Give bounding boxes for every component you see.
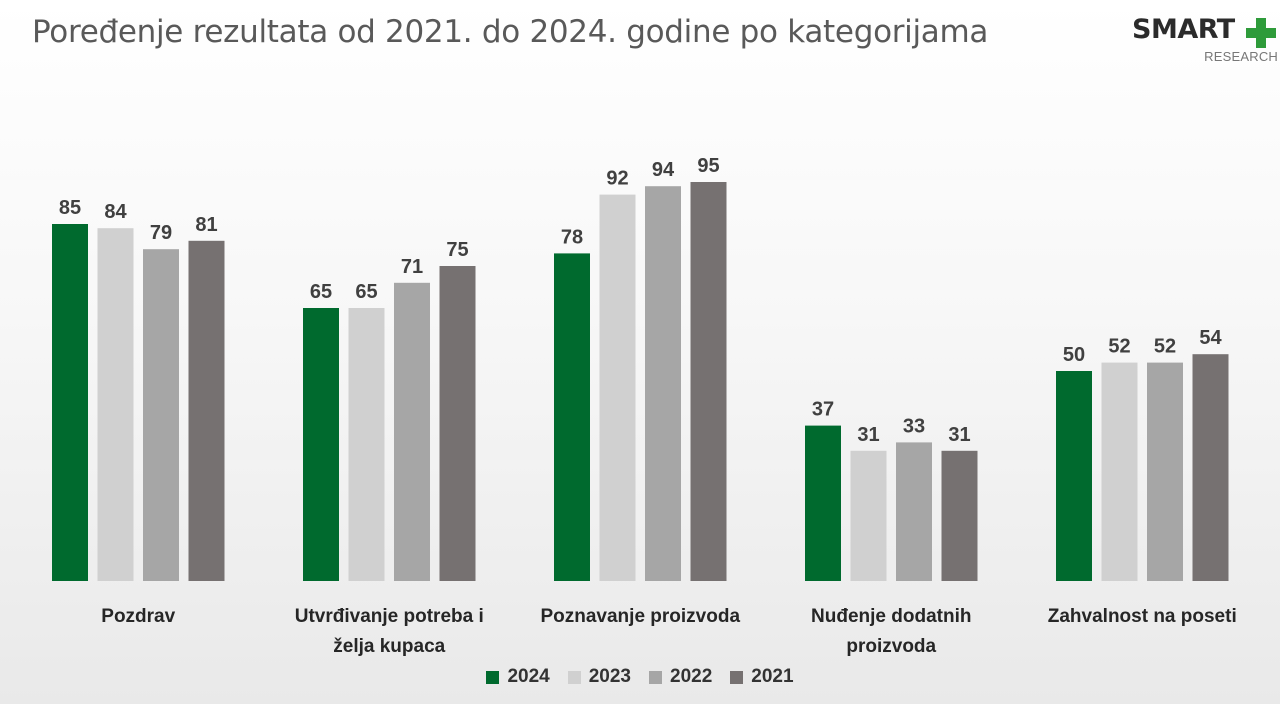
- bar-2021-4: [1192, 354, 1229, 581]
- data-label-2024-0: 85: [59, 197, 81, 219]
- bar-2022-1: [394, 282, 430, 581]
- data-label-2022-1: 71: [401, 256, 423, 278]
- data-label-2022-0: 79: [150, 222, 172, 244]
- bar-2023-4: [1101, 362, 1138, 581]
- bar-2021-3: [941, 450, 978, 581]
- bar-2024-0: [52, 224, 88, 581]
- legend-item-2021: 2021: [730, 666, 794, 688]
- bar-2021-1: [439, 266, 476, 581]
- plus-icon: [1246, 18, 1276, 48]
- chart-legend: 2024 2023 2022 2021: [0, 666, 1280, 688]
- data-label-2022-3: 33: [903, 415, 925, 437]
- bar-2022-3: [896, 442, 932, 581]
- legend-item-2024: 2024: [486, 666, 550, 688]
- bar-2024-1: [303, 308, 339, 581]
- data-label-2021-2: 95: [697, 155, 719, 177]
- data-label-2024-4: 50: [1063, 344, 1085, 366]
- bar-2022-0: [143, 249, 179, 581]
- legend-label-2024: 2024: [507, 666, 550, 687]
- data-label-2023-3: 31: [857, 424, 879, 446]
- legend-label-2021: 2021: [751, 666, 794, 687]
- bar-2024-3: [805, 425, 841, 581]
- bar-2022-4: [1147, 362, 1183, 581]
- legend-swatch-2021: [730, 670, 744, 684]
- bar-2021-0: [188, 240, 225, 582]
- data-label-2023-1: 65: [355, 281, 377, 303]
- bar-2024-4: [1056, 371, 1092, 581]
- logo-subtitle: RESEARCH: [1204, 49, 1278, 64]
- data-label-2023-0: 84: [104, 201, 127, 223]
- data-label-2024-1: 65: [310, 281, 332, 303]
- category-label-4-0: Zahvalnost na poseti: [1048, 606, 1237, 627]
- legend-label-2023: 2023: [588, 666, 631, 687]
- legend-label-2022: 2022: [670, 666, 713, 687]
- data-label-2021-1: 75: [446, 239, 468, 261]
- bar-2021-2: [690, 182, 727, 581]
- category-label-0-0: Pozdrav: [101, 606, 175, 627]
- logo-brand: SMART: [1132, 14, 1235, 45]
- legend-swatch-2022: [649, 670, 662, 684]
- category-label-2-0: Poznavanje proizvoda: [540, 606, 740, 627]
- legend-swatch-2023: [567, 670, 581, 684]
- legend-item-2022: 2022: [649, 666, 712, 688]
- bar-2023-0: [97, 228, 134, 581]
- data-label-2023-2: 92: [606, 168, 628, 190]
- category-label-3-1: proizvoda: [846, 636, 936, 657]
- data-label-2021-3: 31: [948, 424, 970, 446]
- legend-swatch-2024: [486, 670, 500, 684]
- smart-research-logo: SMART RESEARCH: [1128, 14, 1280, 70]
- data-label-2021-0: 81: [195, 214, 217, 236]
- bar-2024-2: [554, 253, 590, 581]
- legend-item-2023: 2023: [567, 666, 631, 688]
- chart-title: Poređenje rezultata od 2021. do 2024. go…: [32, 14, 989, 50]
- bar-2023-1: [348, 308, 385, 581]
- bar-2022-2: [645, 186, 681, 581]
- category-label-1-0: Utvrđivanje potreba i: [295, 606, 484, 627]
- data-label-2023-4: 52: [1108, 336, 1130, 358]
- data-label-2022-4: 52: [1154, 336, 1176, 358]
- category-label-3-0: Nuđenje dodatnih: [811, 606, 971, 627]
- data-label-2024-2: 78: [561, 226, 583, 248]
- data-label-2022-2: 94: [652, 159, 675, 181]
- data-label-2024-3: 37: [812, 399, 834, 421]
- category-label-1-1: želja kupaca: [333, 636, 445, 657]
- data-label-2021-4: 54: [1199, 327, 1222, 349]
- bar-2023-2: [599, 194, 636, 581]
- bar-2023-3: [850, 450, 887, 581]
